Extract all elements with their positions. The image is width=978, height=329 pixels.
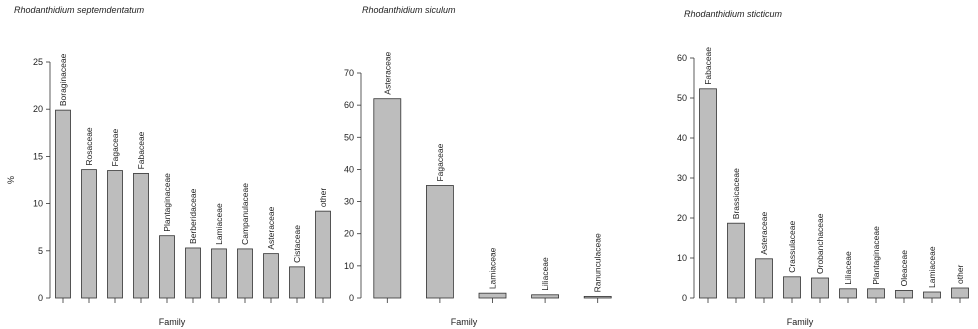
chart-septemdentatum: Rhodanthidium septemdentatum 0 5 10 15 20 25 Bo… bbox=[6, 5, 331, 327]
bar-plantaginaceae bbox=[867, 288, 885, 299]
y-tick-label: 30 bbox=[677, 173, 687, 183]
category-label: Asteraceae bbox=[382, 51, 392, 94]
bar-liliaceae bbox=[839, 288, 857, 299]
bar-berberidaceae bbox=[185, 247, 201, 299]
y-tick-label: 30 bbox=[344, 197, 354, 207]
category-label: Fagaceae bbox=[435, 143, 445, 181]
category-label: Boraginaceae bbox=[58, 53, 68, 106]
category-label: Fabaceae bbox=[136, 131, 146, 169]
category-label: Brassicaceae bbox=[731, 168, 741, 219]
bar-other bbox=[951, 287, 969, 299]
category-label: Lamiaceae bbox=[927, 246, 937, 288]
category-label: Lamiaceae bbox=[214, 203, 224, 245]
category-label: Fagaceae bbox=[110, 128, 120, 166]
bar-other bbox=[315, 210, 331, 299]
y-tick-label: 20 bbox=[33, 104, 43, 114]
category-label: Liliaceae bbox=[540, 257, 550, 291]
bar-oleaceae bbox=[895, 289, 913, 299]
bar-fagaceae bbox=[426, 185, 454, 299]
y-tick-label: 60 bbox=[677, 53, 687, 63]
chart-title: Rhodanthidium sticticum bbox=[684, 9, 783, 19]
category-label: Crassulaceae bbox=[787, 221, 797, 273]
category-label: Oleaceae bbox=[899, 250, 909, 287]
bar-orobanchaceae bbox=[811, 277, 829, 299]
category-label: other bbox=[318, 188, 328, 208]
chart-title: Rhodanthidium septemdentatum bbox=[14, 5, 145, 15]
y-tick-label: 0 bbox=[38, 293, 43, 303]
category-label: Plantaginaceae bbox=[871, 226, 881, 285]
bar-brassicaceae bbox=[727, 222, 745, 299]
bar-lamiaceae bbox=[478, 292, 507, 299]
y-tick-label: 15 bbox=[33, 151, 43, 161]
y-tick-label: 10 bbox=[344, 261, 354, 271]
chart-title: Rhodanthidium siculum bbox=[362, 5, 456, 15]
bar-boraginaceae bbox=[55, 109, 71, 299]
category-label: Berberidaceae bbox=[188, 188, 198, 244]
bar-cistaceae bbox=[289, 266, 305, 299]
y-tick-label: 50 bbox=[344, 132, 354, 142]
y-tick-label: 10 bbox=[677, 253, 687, 263]
category-label: Asteraceae bbox=[759, 212, 769, 255]
bar-fabaceae bbox=[699, 88, 717, 299]
bar-liliaceae bbox=[531, 294, 560, 299]
bar-asteraceae bbox=[373, 98, 402, 299]
y-axis-label: % bbox=[6, 176, 16, 184]
bar-lamiaceae bbox=[211, 248, 227, 299]
category-label: Lamiaceae bbox=[488, 247, 498, 289]
bar-lamiaceae bbox=[923, 291, 941, 299]
category-label: Fabaceae bbox=[703, 47, 713, 85]
y-tick-label: 0 bbox=[682, 293, 687, 303]
bar-plantaginaceae bbox=[159, 235, 175, 299]
category-label: Rosaceae bbox=[84, 127, 94, 166]
x-axis-label: Family bbox=[787, 317, 814, 327]
category-label: Orobanchaceae bbox=[815, 213, 825, 274]
chart-sticticum: Rhodanthidium sticticum 0 10 20 30 40 50 60 Faba… bbox=[677, 9, 969, 327]
bar-fagaceae bbox=[107, 170, 123, 299]
category-label: Ranunculaceae bbox=[593, 233, 603, 292]
x-axis-label: Family bbox=[159, 317, 186, 327]
y-tick-label: 0 bbox=[349, 293, 354, 303]
y-tick-label: 25 bbox=[33, 57, 43, 67]
x-axis-label: Family bbox=[451, 317, 478, 327]
bar-fabaceae bbox=[133, 172, 149, 299]
y-tick-label: 20 bbox=[344, 229, 354, 239]
bar-asteraceae bbox=[263, 253, 279, 299]
y-tick-label: 70 bbox=[344, 68, 354, 78]
y-tick-label: 20 bbox=[677, 213, 687, 223]
category-label: Plantaginaceae bbox=[162, 173, 172, 232]
y-tick-label: 5 bbox=[38, 246, 43, 256]
category-label: Liliaceae bbox=[843, 251, 853, 285]
y-tick-label: 60 bbox=[344, 100, 354, 110]
y-tick-label: 10 bbox=[33, 199, 43, 209]
y-tick-label: 40 bbox=[677, 133, 687, 143]
bar-asteraceae bbox=[755, 258, 773, 299]
y-tick-label: 40 bbox=[344, 164, 354, 174]
chart-siculum: Rhodanthidium siculum 0 10 20 30 40 50 60 70 Aste… bbox=[344, 5, 612, 327]
category-label: Campanulaceae bbox=[240, 183, 250, 245]
bar-ranunculaceae bbox=[583, 295, 612, 299]
category-label: other bbox=[955, 264, 965, 284]
bar-crassulaceae bbox=[783, 276, 801, 299]
category-label: Asteraceae bbox=[266, 206, 276, 249]
bar-rosaceae bbox=[81, 169, 97, 299]
bar-campanulaceae bbox=[237, 248, 253, 299]
y-tick-label: 50 bbox=[677, 93, 687, 103]
category-label: Cistaceae bbox=[292, 225, 302, 263]
